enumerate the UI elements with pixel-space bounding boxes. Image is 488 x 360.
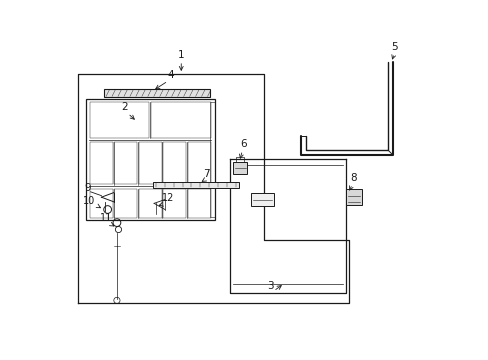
Text: 4: 4 [167,70,174,80]
Text: 7: 7 [203,169,210,179]
Bar [152,182,239,188]
Bar [209,102,214,217]
Text: 1: 1 [178,50,184,60]
Bar [233,162,246,174]
Bar [250,193,274,206]
Bar [90,189,113,218]
Text: 2: 2 [121,103,128,112]
Bar [163,189,186,218]
Bar [103,89,209,97]
Text: 3: 3 [266,281,273,291]
Bar [90,142,113,184]
Bar [187,189,210,218]
Bar [139,189,162,218]
Bar [86,99,214,220]
Text: 6: 6 [240,139,247,149]
Text: 9: 9 [84,183,91,193]
Bar [187,142,210,184]
Text: 12: 12 [162,193,174,203]
Bar [114,189,137,218]
Bar [90,102,149,138]
Text: 10: 10 [83,196,95,206]
Text: 8: 8 [349,173,356,183]
Bar [163,142,186,184]
Bar [346,189,361,205]
Bar [139,142,162,184]
Bar [151,102,210,138]
Text: 5: 5 [390,42,397,53]
Bar [114,142,137,184]
Text: 11: 11 [100,213,112,223]
